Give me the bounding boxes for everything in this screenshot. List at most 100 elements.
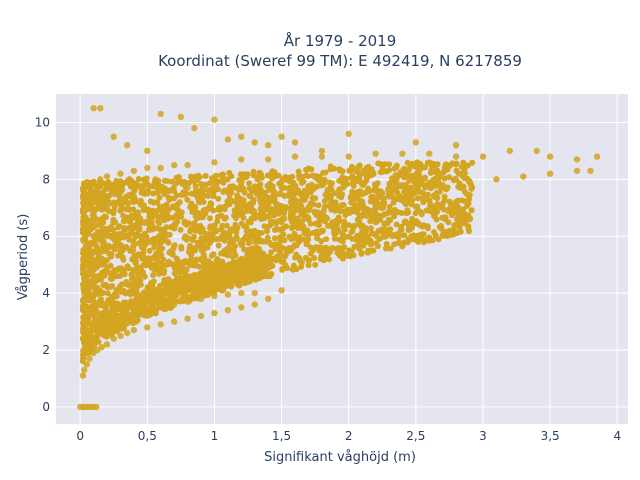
scatter-point: [184, 315, 191, 322]
scatter-point: [189, 273, 196, 279]
scatter-point: [379, 205, 386, 212]
scatter-point: [224, 307, 232, 314]
scatter-point: [163, 212, 170, 219]
scatter-point: [168, 178, 175, 185]
scatter-point: [186, 179, 193, 186]
scatter-point: [327, 194, 334, 200]
scatter-point: [124, 281, 131, 288]
scatter-point: [443, 186, 450, 193]
scatter-point: [455, 205, 462, 212]
scatter-point: [432, 211, 438, 218]
scatter-point: [80, 336, 86, 342]
scatter-point: [103, 233, 111, 240]
scatter-point: [359, 241, 366, 248]
scatter-point: [94, 325, 101, 332]
scatter-point: [371, 187, 378, 194]
scatter-point: [462, 220, 469, 227]
scatter-point: [226, 275, 233, 282]
scatter-point: [379, 189, 386, 196]
scatter-point: [353, 176, 360, 182]
scatter-point: [276, 180, 283, 187]
scatter-point: [412, 187, 419, 194]
scatter-point: [359, 191, 366, 198]
scatter-point: [117, 170, 124, 177]
scatter-point: [370, 193, 377, 200]
x-tick-label: 0,5: [138, 429, 157, 443]
scatter-point: [81, 322, 88, 329]
scatter-point: [332, 207, 339, 214]
scatter-point: [305, 165, 312, 172]
scatter-point: [371, 206, 378, 213]
scatter-point: [215, 195, 222, 202]
scatter-point: [404, 207, 411, 214]
scatter-point: [119, 281, 125, 288]
scatter-point: [352, 201, 358, 208]
scatter-point: [236, 186, 243, 193]
scatter-point: [247, 228, 254, 235]
scatter-point: [81, 248, 88, 255]
scatter-point: [457, 212, 463, 219]
scatter-point: [198, 235, 205, 242]
scatter-point: [149, 236, 156, 243]
scatter-point: [297, 191, 304, 198]
scatter-point: [196, 174, 203, 181]
scatter-point: [196, 194, 203, 201]
scatter-point: [207, 215, 213, 222]
scatter-point: [226, 231, 233, 238]
scatter-point: [254, 270, 261, 277]
scatter-point: [96, 200, 103, 206]
scatter-point: [240, 214, 247, 221]
scatter-point: [377, 216, 384, 223]
scatter-point: [261, 189, 268, 196]
scatter-point: [93, 243, 100, 250]
scatter-point: [352, 190, 358, 197]
scatter-point: [424, 196, 431, 203]
scatter-point: [83, 361, 91, 368]
scatter-point: [339, 248, 345, 255]
scatter-point: [188, 190, 195, 197]
scatter-point: [211, 181, 218, 189]
scatter-point: [441, 175, 448, 182]
scatter-point: [348, 248, 355, 255]
scatter-point: [441, 164, 448, 171]
scatter-point: [192, 244, 199, 251]
scatter-point: [111, 246, 118, 253]
scatter-point: [238, 156, 245, 163]
scatter-point: [413, 170, 420, 177]
scatter-point: [435, 236, 442, 243]
scatter-point: [460, 164, 467, 171]
scatter-point: [87, 226, 94, 233]
scatter-point: [211, 285, 217, 292]
scatter-point: [81, 213, 88, 219]
scatter-point: [419, 195, 426, 202]
scatter-point: [250, 233, 257, 240]
scatter-point: [399, 150, 406, 157]
scatter-point: [320, 169, 327, 176]
scatter-point: [386, 161, 393, 168]
scatter-point: [310, 185, 317, 192]
scatter-point: [195, 210, 202, 217]
scatter-point: [100, 289, 106, 296]
scatter-point: [328, 201, 335, 208]
scatter-point: [520, 173, 527, 180]
scatter-point: [219, 222, 226, 229]
scatter-point: [104, 197, 111, 204]
scatter-point: [134, 252, 141, 259]
scatter-point: [415, 238, 422, 245]
scatter-point: [182, 233, 189, 240]
scatter-point: [324, 187, 331, 194]
scatter-point: [113, 304, 120, 311]
scatter-point: [210, 189, 217, 196]
scatter-point: [98, 344, 105, 351]
scatter-point: [155, 234, 162, 241]
scatter-point: [385, 186, 392, 193]
scatter-point: [268, 249, 275, 256]
scatter-point: [315, 177, 322, 184]
scatter-point: [365, 185, 372, 192]
scatter-point: [345, 153, 352, 160]
scatter-point: [445, 208, 452, 215]
scatter-point: [278, 227, 285, 234]
scatter-point: [110, 335, 117, 342]
scatter-point: [461, 188, 468, 195]
